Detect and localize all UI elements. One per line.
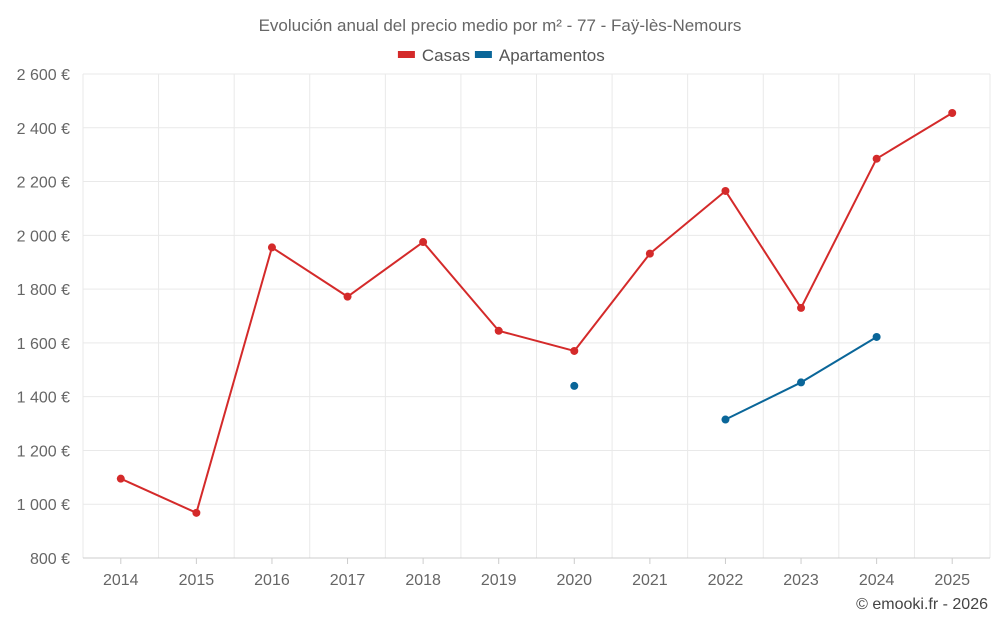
x-tick-label: 2019 [481, 572, 517, 589]
y-tick-label: 1 400 € [17, 390, 70, 407]
y-tick-label: 2 400 € [17, 121, 70, 138]
credit-text: © emooki.fr - 2026 [856, 596, 988, 613]
y-tick-label: 2 200 € [17, 175, 70, 192]
x-tick-label: 2025 [934, 572, 970, 589]
data-point-casas [872, 154, 881, 163]
data-point-casas [267, 243, 276, 252]
y-tick-label: 1 600 € [17, 336, 70, 353]
data-point-casas [570, 346, 579, 355]
x-axis-ticks: 2014 2015 2016 2017 2018 2019 2020 2021 2022 2023… [103, 558, 970, 589]
x-tick-label: 2014 [103, 572, 139, 589]
data-point-casas [645, 249, 654, 258]
y-tick-label: 1 800 € [17, 282, 70, 299]
data-point-casas [721, 186, 730, 195]
x-tick-label: 2021 [632, 572, 668, 589]
legend-label-casas: Casas [422, 46, 470, 65]
y-tick-label: 2 600 € [17, 67, 70, 84]
data-point-apartamentos [570, 381, 579, 390]
data-point-casas [192, 508, 201, 517]
x-tick-label: 2022 [708, 572, 744, 589]
legend-label-apartamentos: Apartamentos [499, 46, 605, 65]
series-layer [116, 108, 957, 517]
y-axis-ticks: 800 € 1 000 € 1 200 € 1 400 € 1 600 € 1 800 €… [17, 67, 70, 568]
x-tick-label: 2015 [179, 572, 215, 589]
x-tick-label: 2018 [405, 572, 441, 589]
data-point-casas [419, 238, 428, 247]
x-tick-label: 2016 [254, 572, 290, 589]
legend-swatch-casas [397, 51, 415, 58]
x-tick-label: 2020 [556, 572, 592, 589]
legend-swatch-apartamentos [474, 51, 492, 58]
y-tick-label: 1 000 € [17, 497, 70, 514]
series-line-apartamentos [725, 336, 878, 421]
data-point-casas [116, 474, 125, 483]
series-line-casas [120, 112, 953, 514]
data-point-apartamentos [872, 332, 881, 341]
y-tick-label: 1 200 € [17, 443, 70, 460]
data-point-casas [948, 108, 957, 117]
x-tick-label: 2024 [859, 572, 895, 589]
chart-title: Evolución anual del precio medio por m² … [259, 16, 742, 35]
data-point-casas [343, 292, 352, 301]
data-point-casas [494, 326, 503, 335]
data-point-apartamentos [797, 378, 806, 387]
grid-lines [82, 73, 991, 559]
x-tick-label: 2023 [783, 572, 819, 589]
data-point-apartamentos [721, 415, 730, 424]
legend: Casas Apartamentos [397, 46, 605, 65]
y-tick-label: 800 € [30, 551, 70, 568]
x-tick-label: 2017 [330, 572, 366, 589]
data-point-casas [797, 303, 806, 312]
y-tick-label: 2 000 € [17, 228, 70, 245]
